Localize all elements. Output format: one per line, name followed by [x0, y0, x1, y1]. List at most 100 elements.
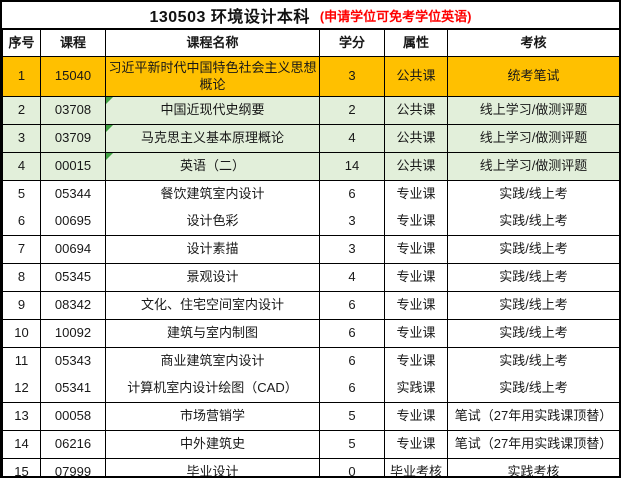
cell-no: 14	[2, 430, 41, 459]
cell-credits: 3	[319, 235, 385, 264]
cell-exam: 实践/线上考	[447, 180, 619, 208]
cell-code: 05345	[40, 263, 106, 292]
cell-code: 03708	[40, 96, 106, 125]
cell-code: 00015	[40, 152, 106, 181]
cell-attr: 公共课	[384, 96, 448, 125]
table-row: 3 03709 马克思主义基本原理概论 4 公共课 线上学习/做测评题	[2, 124, 619, 153]
cell-attr: 专业课	[384, 263, 448, 292]
cell-exam: 线上学习/做测评题	[447, 124, 619, 153]
cell-name: 中国近现代史纲要	[105, 96, 320, 125]
cell-attr: 专业课	[384, 430, 448, 459]
table-row: 15 07999 毕业设计 0 毕业考核 实践考核	[2, 458, 619, 476]
cell-code: 00695	[40, 207, 106, 236]
col-header-no: 序号	[2, 29, 41, 57]
table-row: 14 06216 中外建筑史 5 专业课 笔试（27年用实践课顶替）	[2, 430, 619, 459]
cell-no: 4	[2, 152, 41, 181]
cell-attr: 公共课	[384, 56, 448, 97]
cell-name: 英语（二）	[105, 152, 320, 181]
cell-no: 9	[2, 291, 41, 320]
cell-code: 15040	[40, 56, 106, 97]
cell-name: 马克思主义基本原理概论	[105, 124, 320, 153]
cell-exam: 实践/线上考	[447, 207, 619, 236]
cell-attr: 专业课	[384, 291, 448, 320]
cell-name: 市场营销学	[105, 402, 320, 431]
cell-attr: 专业课	[384, 180, 448, 208]
cell-no: 6	[2, 207, 41, 236]
cell-no: 8	[2, 263, 41, 292]
cell-no: 2	[2, 96, 41, 125]
col-header-code: 课程	[40, 29, 106, 57]
cell-credits: 5	[319, 430, 385, 459]
cell-credits: 6	[319, 319, 385, 348]
cell-exam: 笔试（27年用实践课顶替）	[447, 430, 619, 459]
table-row: 7 00694 设计素描 3 专业课 实践/线上考	[2, 235, 619, 264]
cell-name: 文化、住宅空间室内设计	[105, 291, 320, 320]
col-header-credits: 学分	[319, 29, 385, 57]
cell-attr: 专业课	[384, 235, 448, 264]
cell-attr: 专业课	[384, 347, 448, 375]
cell-no: 13	[2, 402, 41, 431]
cell-code: 10092	[40, 319, 106, 348]
table-title-row: 130503 环境设计本科 (申请学位可免考学位英语)	[2, 2, 619, 29]
table-row: 4 00015 英语（二） 14 公共课 线上学习/做测评题	[2, 152, 619, 181]
cell-exam: 笔试（27年用实践课顶替）	[447, 402, 619, 431]
cell-code: 00694	[40, 235, 106, 264]
page-title: 130503 环境设计本科	[149, 9, 310, 26]
cell-exam: 线上学习/做测评题	[447, 96, 619, 125]
cell-code: 03709	[40, 124, 106, 153]
cell-name: 设计色彩	[105, 207, 320, 236]
cell-code: 07999	[40, 458, 106, 476]
cell-code: 05343	[40, 347, 106, 375]
cell-name: 习近平新时代中国特色社会主义思想概论	[105, 56, 320, 97]
cell-name: 计算机室内设计绘图（CAD）	[105, 374, 320, 403]
cell-no: 11	[2, 347, 41, 375]
course-table: 序号 课程 课程名称 学分 属性 考核 1 15040 习近平新时代中国特色社会主义…	[2, 29, 619, 476]
table-row: 1 15040 习近平新时代中国特色社会主义思想概论 3 公共课 统考笔试	[2, 56, 619, 97]
cell-attr: 实践课	[384, 374, 448, 403]
cell-exam: 实践考核	[447, 458, 619, 476]
degree-exemption-note: (申请学位可免考学位英语)	[319, 8, 472, 24]
cell-name: 商业建筑室内设计	[105, 347, 320, 375]
cell-code: 00058	[40, 402, 106, 431]
table-row: 8 05345 景观设计 4 专业课 实践/线上考	[2, 263, 619, 292]
table-row: 11 05343 商业建筑室内设计 6 专业课 实践/线上考	[2, 347, 619, 375]
cell-exam: 实践/线上考	[447, 374, 619, 403]
cell-credits: 4	[319, 124, 385, 153]
cell-credits: 0	[319, 458, 385, 476]
cell-exam: 实践/线上考	[447, 291, 619, 320]
cell-attr: 毕业考核	[384, 458, 448, 476]
cell-exam: 实践/线上考	[447, 319, 619, 348]
cell-no: 15	[2, 458, 41, 476]
table-row: 9 08342 文化、住宅空间室内设计 6 专业课 实践/线上考	[2, 291, 619, 320]
cell-attr: 专业课	[384, 319, 448, 348]
cell-name: 餐饮建筑室内设计	[105, 180, 320, 208]
cell-no: 3	[2, 124, 41, 153]
cell-code: 05341	[40, 374, 106, 403]
cell-credits: 4	[319, 263, 385, 292]
cell-no: 1	[2, 56, 41, 97]
cell-credits: 3	[319, 56, 385, 97]
cell-no: 10	[2, 319, 41, 348]
col-header-exam: 考核	[447, 29, 619, 57]
cell-no: 7	[2, 235, 41, 264]
cell-attr: 专业课	[384, 207, 448, 236]
table-row: 12 05341 计算机室内设计绘图（CAD） 6 实践课 实践/线上考	[2, 374, 619, 403]
cell-exam: 统考笔试	[447, 56, 619, 97]
cell-credits: 2	[319, 96, 385, 125]
cell-attr: 公共课	[384, 152, 448, 181]
table-header-row: 序号 课程 课程名称 学分 属性 考核	[2, 29, 619, 57]
table-row: 2 03708 中国近现代史纲要 2 公共课 线上学习/做测评题	[2, 96, 619, 125]
cell-exam: 实践/线上考	[447, 347, 619, 375]
cell-credits: 14	[319, 152, 385, 181]
cell-name: 中外建筑史	[105, 430, 320, 459]
col-header-attr: 属性	[384, 29, 448, 57]
cell-credits: 6	[319, 374, 385, 403]
cell-credits: 6	[319, 347, 385, 375]
table-row: 5 05344 餐饮建筑室内设计 6 专业课 实践/线上考	[2, 180, 619, 208]
table-row: 6 00695 设计色彩 3 专业课 实践/线上考	[2, 207, 619, 236]
cell-credits: 5	[319, 402, 385, 431]
cell-code: 05344	[40, 180, 106, 208]
cell-exam: 实践/线上考	[447, 235, 619, 264]
cell-name: 设计素描	[105, 235, 320, 264]
